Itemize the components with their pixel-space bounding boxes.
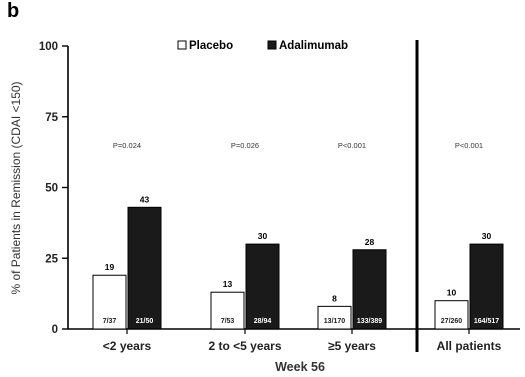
x-tick-label: ≥5 years xyxy=(328,339,376,353)
data-label-adalimumab: 30 xyxy=(258,231,268,241)
bar-adalimumab xyxy=(352,249,387,330)
data-label-adalimumab: 30 xyxy=(482,231,492,241)
fraction-label-adalimumab: 164/517 xyxy=(474,318,499,325)
x-tick-label: All patients xyxy=(437,339,502,353)
y-tick-label: 25 xyxy=(45,253,58,265)
legend-swatch-placebo xyxy=(177,40,187,50)
legend-swatch-adalimumab xyxy=(267,40,277,50)
data-label-placebo: 19 xyxy=(105,262,115,272)
bar-adalimumab xyxy=(245,243,280,330)
x-tick-label: <2 years xyxy=(103,339,152,353)
legend: Placebo Adalimumab xyxy=(177,40,348,52)
data-label-adalimumab: 28 xyxy=(365,237,375,247)
bar-placebo xyxy=(434,300,469,330)
fraction-label-placebo: 27/260 xyxy=(441,318,463,325)
data-label-placebo: 8 xyxy=(332,293,337,303)
y-axis-title: % of Patients in Remission (CDAI <150) xyxy=(9,81,23,294)
bar-adalimumab xyxy=(127,206,162,330)
legend-label-adalimumab: Adalimumab xyxy=(279,40,348,52)
data-label-placebo: 10 xyxy=(447,288,457,298)
y-tick-label: 100 xyxy=(39,41,58,53)
fraction-label-adalimumab: 133/389 xyxy=(357,318,382,325)
data-label-placebo: 13 xyxy=(223,279,233,289)
bar-adalimumab xyxy=(469,243,504,330)
bar-placebo xyxy=(210,291,245,330)
bar-placebo xyxy=(92,274,127,330)
bar-placebo xyxy=(317,305,352,330)
fraction-label-placebo: 7/37 xyxy=(103,318,117,325)
panel-label: b xyxy=(7,0,20,22)
fraction-label-adalimumab: 28/94 xyxy=(254,318,272,325)
p-value-label: P<0.001 xyxy=(338,141,366,150)
y-tick-label: 50 xyxy=(45,183,58,195)
y-tick-label: 75 xyxy=(45,112,58,124)
p-value-label: P=0.026 xyxy=(231,141,259,150)
fraction-label-placebo: 13/170 xyxy=(324,318,346,325)
x-tick-label: 2 to <5 years xyxy=(208,339,281,353)
fraction-label-adalimumab: 21/50 xyxy=(136,318,154,325)
y-tick-label: 0 xyxy=(52,324,58,336)
fraction-label-placebo: 7/53 xyxy=(221,318,235,325)
data-label-adalimumab: 43 xyxy=(140,194,150,204)
p-value-label: P<0.001 xyxy=(455,141,483,150)
p-value-label: P=0.024 xyxy=(113,141,141,150)
x-axis-title: Week 56 xyxy=(275,360,325,374)
legend-label-placebo: Placebo xyxy=(189,40,233,52)
